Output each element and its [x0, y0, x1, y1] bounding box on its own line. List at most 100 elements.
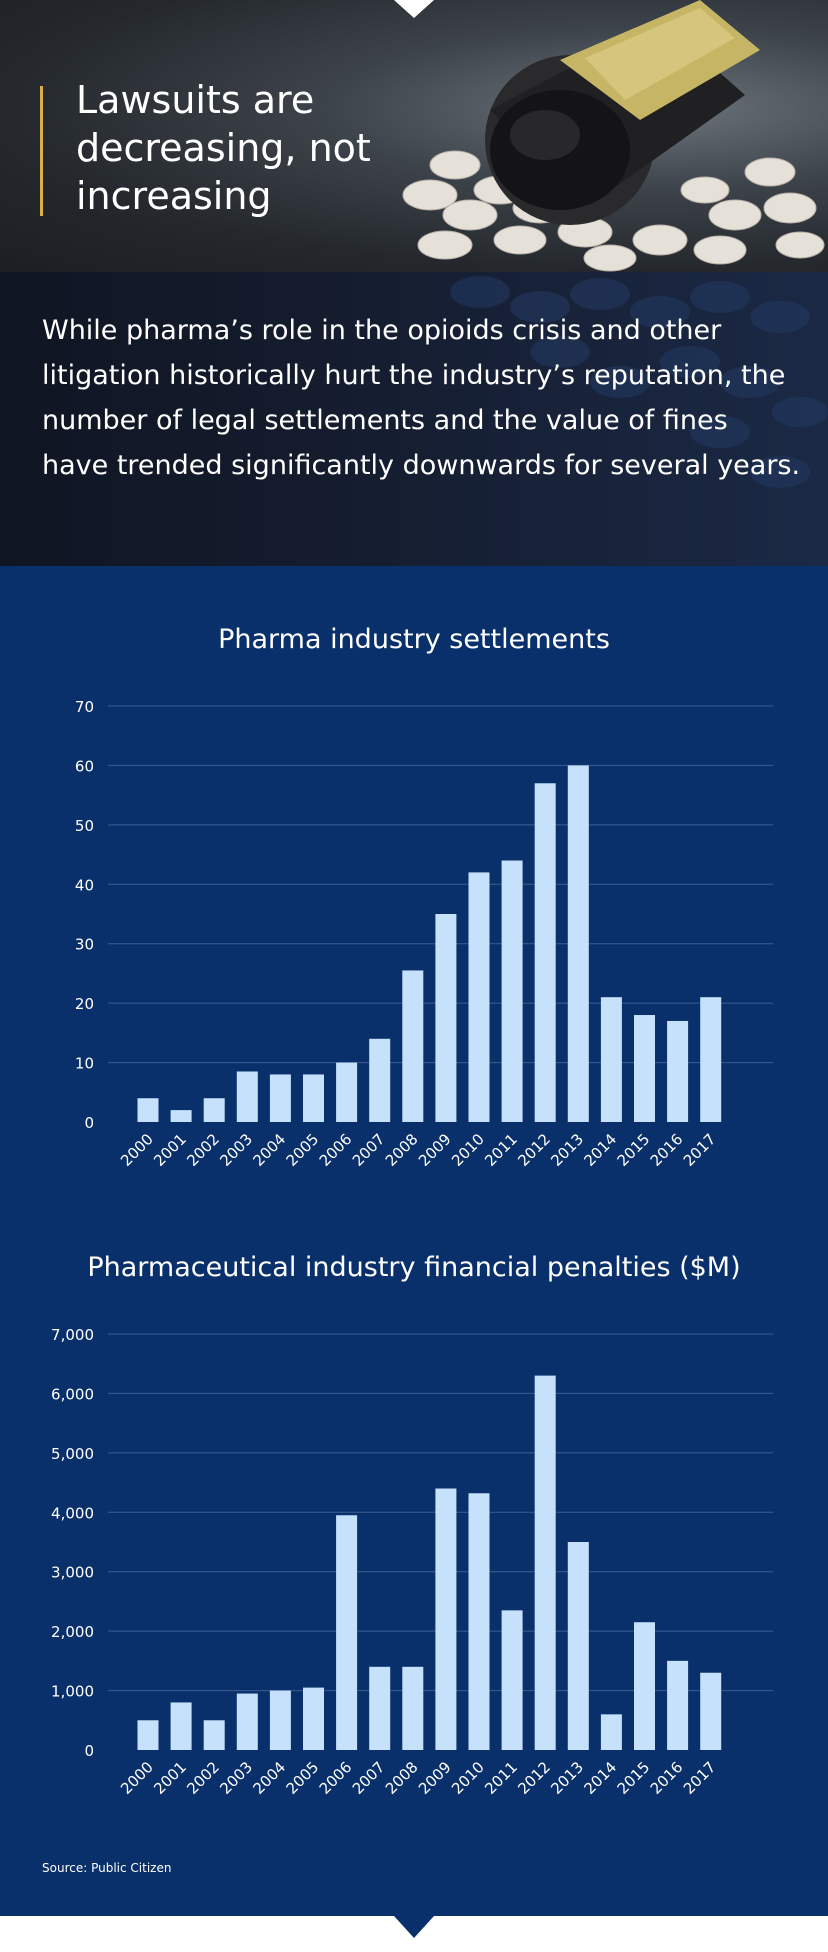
x-tick-label: 2015	[614, 1130, 654, 1170]
x-tick-label: 2002	[183, 1130, 223, 1170]
x-tick-label: 2016	[647, 1758, 687, 1798]
y-tick-label: 2,000	[51, 1623, 94, 1641]
x-tick-label: 2013	[547, 1758, 587, 1798]
penalties-chart-title: Pharmaceutical industry financial penalt…	[87, 1252, 741, 1283]
x-tick-label: 2016	[647, 1130, 687, 1170]
bar-2005	[303, 1687, 324, 1750]
x-tick-label: 2001	[150, 1130, 190, 1170]
bar-2010	[468, 872, 490, 1122]
bar-2011	[501, 1610, 523, 1750]
x-tick-label: 2008	[382, 1758, 422, 1798]
y-tick-label: 20	[75, 995, 94, 1013]
bar-2001	[170, 1702, 192, 1750]
x-tick-label: 2012	[514, 1758, 554, 1798]
x-tick-label: 2000	[117, 1130, 157, 1170]
bar-2006	[336, 1515, 358, 1750]
page-title: Lawsuits are decreasing, not increasing	[76, 78, 371, 218]
bar-2017	[700, 997, 722, 1122]
hero-banner: Lawsuits are decreasing, not increasing	[0, 0, 828, 272]
x-tick-label: 2008	[382, 1130, 422, 1170]
y-tick-label: 4,000	[51, 1504, 94, 1522]
bar-2016	[667, 1020, 689, 1122]
x-tick-label: 2014	[580, 1130, 620, 1170]
bar-2009	[435, 1488, 457, 1750]
x-tick-label: 2006	[316, 1758, 356, 1798]
x-tick-label: 2005	[283, 1758, 323, 1798]
bar-2002	[203, 1098, 225, 1122]
x-tick-label: 2011	[481, 1130, 521, 1170]
bar-2000	[137, 1720, 159, 1750]
bar-2008	[402, 970, 424, 1122]
x-tick-label: 2009	[415, 1758, 455, 1798]
y-tick-label: 5,000	[51, 1445, 94, 1463]
y-tick-label: 3,000	[51, 1564, 94, 1582]
bar-2012	[534, 783, 556, 1122]
y-tick-label: 40	[75, 876, 94, 894]
x-tick-label: 2001	[150, 1758, 190, 1798]
bar-2004	[269, 1690, 291, 1750]
x-tick-label: 2017	[680, 1758, 720, 1798]
bar-2017	[700, 1672, 722, 1750]
bar-2001	[170, 1110, 192, 1122]
x-tick-label: 2005	[283, 1130, 323, 1170]
x-tick-label: 2012	[514, 1130, 554, 1170]
bar-2013	[567, 1542, 589, 1750]
x-tick-label: 2014	[580, 1758, 620, 1798]
bottom-notch-arrow	[394, 1916, 434, 1952]
bar-2015	[634, 1622, 655, 1750]
x-tick-label: 2010	[448, 1130, 488, 1170]
x-tick-label: 2007	[349, 1758, 389, 1798]
x-tick-label: 2004	[249, 1130, 289, 1170]
x-tick-label: 2000	[117, 1758, 157, 1798]
bar-2014	[600, 997, 622, 1122]
x-tick-label: 2015	[614, 1758, 654, 1798]
bar-2009	[435, 914, 457, 1122]
top-notch-arrow	[394, 0, 434, 18]
y-tick-label: 30	[75, 936, 94, 954]
bar-2007	[369, 1038, 391, 1122]
x-tick-label: 2002	[183, 1758, 223, 1798]
bar-2003	[236, 1693, 258, 1750]
bar-2014	[600, 1714, 622, 1750]
y-tick-label: 0	[84, 1114, 94, 1132]
y-tick-label: 7,000	[51, 1326, 94, 1344]
settlements-chart-title: Pharma industry settlements	[218, 624, 610, 655]
x-tick-label: 2017	[680, 1130, 720, 1170]
y-tick-label: 10	[75, 1055, 94, 1073]
x-tick-label: 2003	[216, 1758, 256, 1798]
x-tick-label: 2007	[349, 1130, 389, 1170]
y-tick-label: 50	[75, 817, 94, 835]
y-tick-label: 60	[75, 757, 94, 775]
penalties-bar-chart: 0 1,000 2,000 3,000 4,000 5,000 6,000 7,000 2000…	[51, 1326, 773, 1798]
x-tick-label: 2003	[216, 1130, 256, 1170]
bar-2011	[501, 860, 523, 1122]
bar-2005	[303, 1074, 324, 1122]
bar-2006	[336, 1062, 358, 1122]
y-tick-label: 0	[84, 1742, 94, 1760]
source-note: Source: Public Citizen	[42, 1861, 172, 1875]
x-tick-label: 2010	[448, 1758, 488, 1798]
bar-2012	[534, 1375, 556, 1750]
y-tick-label: 1,000	[51, 1683, 94, 1701]
y-tick-label: 70	[75, 698, 94, 716]
x-tick-label: 2011	[481, 1758, 521, 1798]
bar-2015	[634, 1015, 655, 1122]
x-tick-label: 2006	[316, 1130, 356, 1170]
bar-2004	[269, 1074, 291, 1122]
bar-2013	[567, 765, 589, 1122]
bar-2003	[236, 1071, 258, 1122]
bar-2010	[468, 1493, 490, 1750]
intro-panel: While pharma’s role in the opioids crisi…	[0, 272, 828, 566]
x-tick-label: 2013	[547, 1130, 587, 1170]
y-tick-label: 6,000	[51, 1385, 94, 1403]
bar-2002	[203, 1720, 225, 1750]
bar-2008	[402, 1666, 424, 1750]
title-accent-bar	[40, 86, 43, 216]
bar-2000	[137, 1098, 159, 1122]
bar-2007	[369, 1666, 391, 1750]
intro-paragraph: While pharma’s role in the opioids crisi…	[42, 315, 801, 481]
settlements-bar-chart: 0102030405060702000200120022003200420052…	[75, 698, 773, 1170]
bar-2016	[667, 1660, 689, 1750]
x-tick-label: 2004	[249, 1758, 289, 1798]
